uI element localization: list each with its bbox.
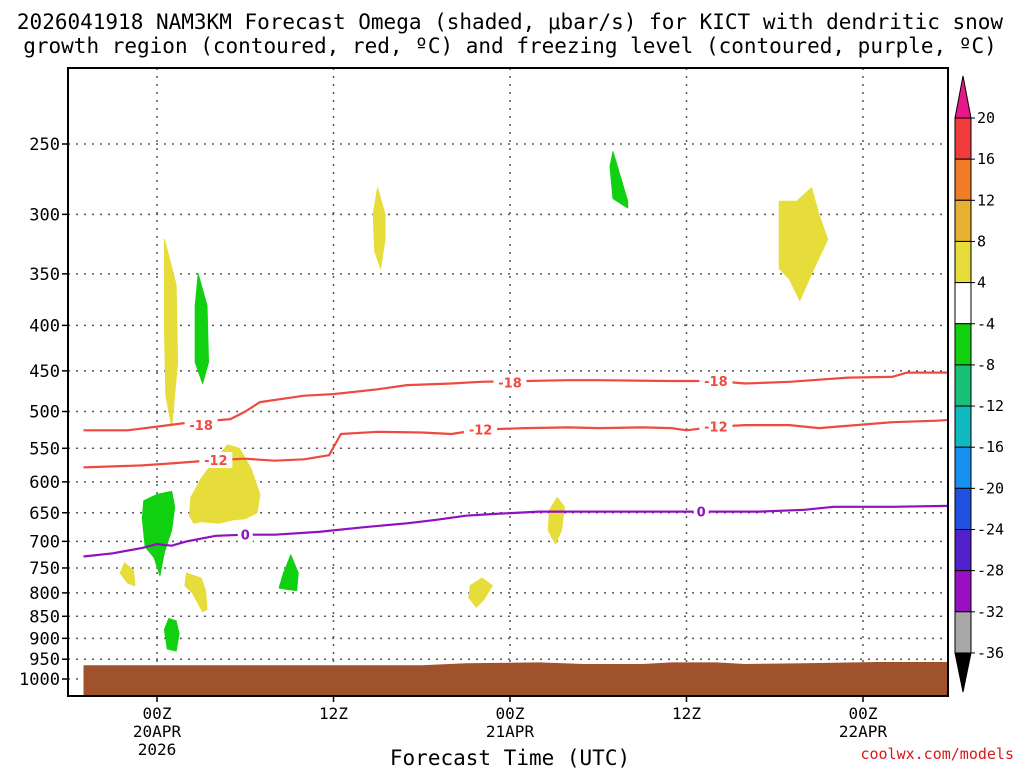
omega-region — [184, 572, 208, 613]
colorbar-label: 12 — [977, 191, 995, 209]
omega-shaded-regions — [119, 151, 829, 652]
colorbar-label: 20 — [977, 109, 995, 127]
omega-region — [547, 497, 565, 545]
colorbar-swatch — [954, 117, 972, 160]
x-tick-label: 20APR — [133, 722, 182, 741]
terrain-ground — [83, 662, 948, 696]
contour-label: 0 — [241, 529, 250, 544]
colorbar-label: 4 — [977, 274, 986, 292]
contour-label-bg — [237, 526, 253, 543]
contour-label: -18 — [189, 419, 213, 434]
colorbar-swatch — [954, 364, 972, 407]
temperature-contours: -18 -18 -18 -12 -12 -12 0 0 — [83, 371, 948, 558]
contour-label-bg — [699, 418, 733, 435]
y-tick-label: 550 — [29, 439, 60, 459]
y-tick-label: 250 — [29, 135, 60, 155]
chart-title-line1: 2026041918 NAM3KM Forecast Omega (shaded… — [17, 10, 1004, 34]
colorbar-swatch — [954, 323, 972, 366]
colorbar-swatch — [954, 405, 972, 448]
contour-label-bg — [199, 452, 233, 469]
contour-line — [83, 418, 948, 469]
colorbar-label: -36 — [977, 644, 1004, 662]
omega-region — [609, 151, 629, 209]
omega-region — [141, 490, 176, 577]
y-tick-label: 600 — [29, 473, 60, 493]
colorbar-label: 16 — [977, 150, 995, 168]
colorbar-swatch — [954, 611, 972, 654]
contour-line — [83, 371, 948, 432]
plot-frame — [67, 67, 949, 697]
x-tick-label: 12Z — [319, 704, 348, 723]
omega-region — [778, 187, 829, 301]
colorbar-swatch — [954, 529, 972, 572]
colorbar-label: -4 — [977, 315, 995, 333]
colorbar-swatch — [954, 446, 972, 489]
x-tick-label: 00Z — [849, 704, 878, 723]
colorbar-swatch — [954, 282, 972, 325]
contour-label: -18 — [498, 377, 522, 392]
omega-region — [163, 618, 180, 652]
contour-label: 0 — [697, 506, 706, 521]
contour-line — [83, 504, 948, 558]
contour-label: -12 — [704, 421, 728, 436]
y-tick-label: 700 — [29, 532, 60, 552]
colorbar-swatch — [954, 570, 972, 613]
y-tick-label: 900 — [29, 629, 60, 649]
colorbar-label: -12 — [977, 397, 1004, 415]
colorbar-label: -24 — [977, 521, 1004, 539]
y-tick-label: 800 — [29, 584, 60, 604]
contour-label-bg — [493, 374, 527, 391]
contour-label-bg — [699, 372, 733, 389]
y-tick-label: 1000 — [19, 670, 60, 690]
contour-label: -12 — [469, 424, 493, 439]
colorbar-swatch — [954, 487, 972, 531]
credit-text: coolwx.com/models — [860, 745, 1014, 763]
y-tick-label: 400 — [29, 316, 60, 336]
colorbar-label: -16 — [977, 438, 1004, 456]
y-tick-label: 750 — [29, 559, 60, 579]
contour-label: -12 — [204, 454, 228, 469]
y-tick-label: 500 — [29, 403, 60, 423]
contour-label-bg — [693, 503, 709, 520]
omega-region — [468, 577, 493, 608]
contour-label-bg — [464, 421, 498, 438]
y-tick-label: 300 — [29, 205, 60, 225]
omega-region — [119, 562, 136, 587]
y-tick-label: 950 — [29, 650, 60, 670]
colorbar-bottom-arrow — [954, 652, 972, 693]
plot-area: -18 -18 -18 -12 -12 -12 0 0 — [67, 67, 949, 697]
colorbar-label: -20 — [977, 479, 1004, 497]
y-tick-label: 450 — [29, 362, 60, 382]
x-tick-label: 21APR — [486, 722, 535, 741]
colorbar-swatch — [954, 240, 972, 284]
y-tick-label: 350 — [29, 265, 60, 285]
contour-label: -18 — [704, 375, 728, 390]
x-axis-label: Forecast Time (UTC) — [390, 746, 630, 768]
colorbar: 20 16 12 8 4 -4 -8 -12 -16 -20 -24 -28 -32 -36 — [954, 75, 1004, 693]
colorbar-label: -8 — [977, 356, 995, 374]
x-tick-label: 2026 — [138, 740, 177, 759]
x-tick-label: 22APR — [839, 722, 888, 741]
x-tick-label: 12Z — [672, 704, 701, 723]
y-tick-label: 850 — [29, 607, 60, 627]
omega-region — [188, 444, 261, 524]
omega-region — [278, 554, 299, 591]
y-tick-label: 650 — [29, 504, 60, 524]
omega-region — [194, 273, 209, 384]
x-tick-label: 00Z — [143, 704, 172, 723]
omega-region — [372, 187, 386, 269]
colorbar-label: -28 — [977, 562, 1004, 580]
terrain-layer — [83, 662, 948, 696]
colorbar-label: 8 — [977, 232, 986, 250]
omega-region — [163, 238, 179, 428]
contour-label-bg — [184, 417, 218, 434]
colorbar-swatch — [954, 158, 972, 201]
x-tick-label: 00Z — [496, 704, 525, 723]
chart-title-line2: growth region (contoured, red, ºC) and f… — [23, 34, 997, 58]
y-axis: 2503003504004505005506006507007508008509… — [19, 135, 68, 690]
colorbar-swatch — [954, 199, 972, 242]
colorbar-label: -32 — [977, 603, 1004, 621]
